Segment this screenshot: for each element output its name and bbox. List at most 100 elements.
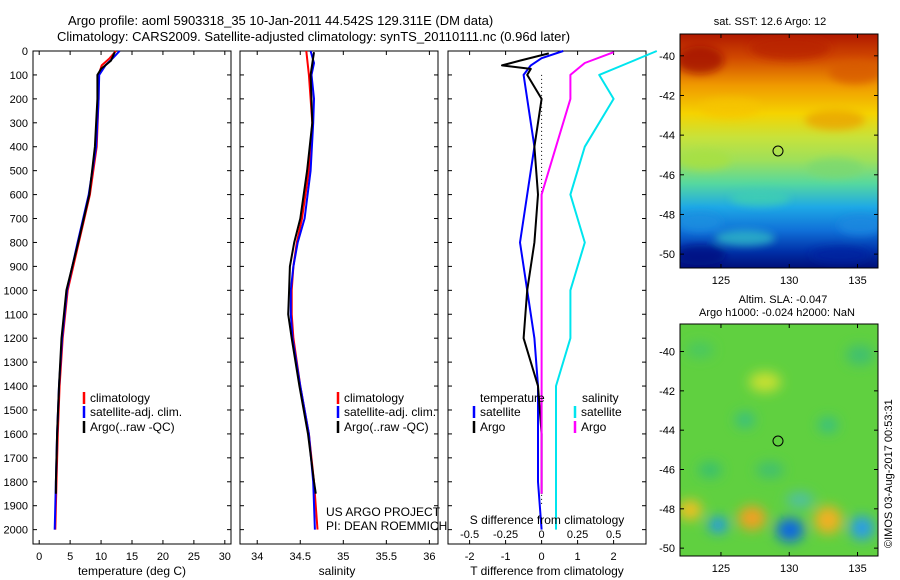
depth-tick-label: 1700 (4, 453, 28, 465)
depth-tick-label: 900 (10, 261, 28, 273)
argo-location-marker (772, 435, 784, 447)
lat-tick-label: -40 (659, 347, 675, 359)
legend-label-climatology: climatology (344, 391, 404, 405)
sst-lat-ticks: -40 -42 -44 -46 -48 -50 (659, 51, 878, 261)
argo-location-marker (772, 145, 784, 157)
legend-label-argo: Argo(..raw -QC) (90, 420, 175, 434)
x-tick-label: -2 (465, 551, 475, 563)
series-line-satellite (519, 50, 564, 530)
series-line-satellite (555, 50, 658, 530)
sla-lat-ticks: -40 -42 -44 -46 -48 -50 (659, 347, 878, 555)
temperature-xlabel: temperature (deg C) (78, 564, 186, 578)
difference-panel: -2 -1 0 1 2 T difference from climatology S … (447, 50, 658, 578)
s-tick-label: 0.5 (606, 529, 621, 541)
legend-label-t-argo: Argo (480, 420, 506, 434)
depth-tick-label: 500 (10, 166, 28, 178)
depth-tick-label: 1500 (4, 405, 28, 417)
sst-lon-ticks: 125 130 135 (712, 34, 867, 287)
legend-label-s-satellite: satellite (581, 405, 622, 419)
depth-tick-label: 700 (10, 214, 28, 226)
depth-tick-label: 1100 (4, 309, 28, 321)
s-difference-ticks: -0.5 -0.25 0 0.25 0.5 (460, 529, 621, 541)
x-tick-label: 1 (575, 551, 581, 563)
x-tick-label: 5 (67, 551, 73, 563)
difference-legend: temperature satellite Argo salinity sate… (472, 391, 622, 434)
temperature-legend: climatology satellite-adj. clim. Argo(..… (82, 391, 182, 434)
sla-lon-ticks: 125 130 135 (712, 324, 867, 575)
lat-tick-label: -48 (659, 209, 675, 221)
lat-tick-label: -40 (659, 51, 675, 63)
lat-tick-label: -50 (659, 543, 675, 555)
x-tick-label: 34 (251, 551, 263, 563)
lon-tick-label: 130 (780, 275, 798, 287)
difference-axes-frame (447, 50, 647, 545)
depth-tick-label: 1400 (4, 381, 28, 393)
x-tick-label: 30 (219, 551, 231, 563)
s-tick-label: 0.25 (567, 529, 588, 541)
sla-heatmap (680, 324, 878, 556)
x-tick-label: 34.5 (290, 551, 311, 563)
figure-title-line1: Argo profile: aoml 5903318_35 10-Jan-201… (68, 13, 494, 28)
temperature-axes-frame (32, 50, 232, 545)
s-tick-label: 0 (539, 529, 545, 541)
salinity-axes-frame (239, 50, 439, 545)
x-tick-label: 15 (126, 551, 138, 563)
project-annotation-line1: US ARGO PROJECT (326, 505, 441, 519)
project-annotation-line2: PI: DEAN ROEMMICH (326, 519, 447, 533)
s-tick-label: -0.5 (460, 529, 479, 541)
x-tick-label: 35.5 (376, 551, 397, 563)
s-tick-label: -0.25 (493, 529, 518, 541)
difference-lines (501, 50, 658, 530)
sla-map: Altim. SLA: -0.047 Argo h1000: -0.024 h2… (659, 294, 879, 575)
lat-tick-label: -44 (659, 130, 675, 142)
lat-tick-label: -42 (659, 90, 675, 102)
depth-tick-label: 600 (10, 190, 28, 202)
sst-heatmap (680, 34, 878, 268)
salinity-xlabel: salinity (319, 564, 356, 578)
legend-label-climatology: climatology (90, 391, 150, 405)
lon-tick-label: 125 (712, 275, 730, 287)
lat-tick-label: -46 (659, 464, 675, 476)
lat-tick-label: -42 (659, 386, 675, 398)
legend-label-s-argo: Argo (581, 420, 607, 434)
lon-tick-label: 135 (848, 275, 866, 287)
depth-ticks-difference (448, 50, 646, 531)
sst-map-frame (679, 33, 879, 269)
temperature-lines (53, 50, 121, 530)
depth-tick-label: 400 (10, 142, 28, 154)
depth-tick-label: 200 (10, 94, 28, 106)
lat-tick-label: -50 (659, 249, 675, 261)
x-tick-label: 0 (539, 551, 545, 563)
depth-tick-label: 1600 (4, 429, 28, 441)
salinity-x-ticks: 34 34.5 35 35.5 36 (251, 51, 436, 563)
legend-label-argo: Argo(..raw -QC) (344, 420, 429, 434)
figure-title-line2: Climatology: CARS2009. Satellite-adjuste… (57, 29, 571, 44)
depth-ticks-temperature: 0 100 200 300 400 500 600 700 800 900 1000 1100 1200… (4, 46, 231, 537)
temperature-panel: 0100200300400500600700800900100011001200… (4, 46, 232, 578)
legend-label-t-satellite: satellite (480, 405, 521, 419)
depth-tick-label: 1200 (4, 333, 28, 345)
sst-map: sat. SST: 12.6 Argo: 12 -40-42-44-4 (659, 16, 879, 287)
x-tick-label: 35 (337, 551, 349, 563)
x-tick-label: 0 (36, 551, 42, 563)
sst-map-title: sat. SST: 12.6 Argo: 12 (714, 16, 827, 28)
depth-tick-label: 0 (22, 46, 28, 58)
depth-ticks-salinity (240, 50, 438, 531)
sla-map-subtitle: Argo h1000: -0.024 h2000: NaN (699, 307, 855, 319)
t-difference-xlabel: T difference from climatology (470, 564, 624, 578)
lat-tick-label: -46 (659, 170, 675, 182)
salinity-panel: 34 34.5 35 35.5 36 salinity climatology sate… (239, 50, 447, 578)
x-tick-label: 2 (611, 551, 617, 563)
salinity-lines (287, 50, 319, 530)
depth-tick-label: 1300 (4, 357, 28, 369)
salinity-legend: climatology satellite-adj. clim. Argo(..… (336, 391, 436, 434)
sla-map-title: Altim. SLA: -0.047 (739, 294, 828, 306)
legend-label-satellite: satellite-adj. clim. (90, 405, 182, 419)
s-difference-xlabel: S difference from climatology (470, 513, 625, 527)
legend-temperature-title: temperature (480, 391, 545, 405)
legend-label-satellite: satellite-adj. clim. (344, 405, 436, 419)
depth-tick-label: 2000 (4, 525, 28, 537)
depth-tick-label: 100 (10, 70, 28, 82)
x-tick-label: -1 (501, 551, 511, 563)
depth-tick-label: 1800 (4, 477, 28, 489)
